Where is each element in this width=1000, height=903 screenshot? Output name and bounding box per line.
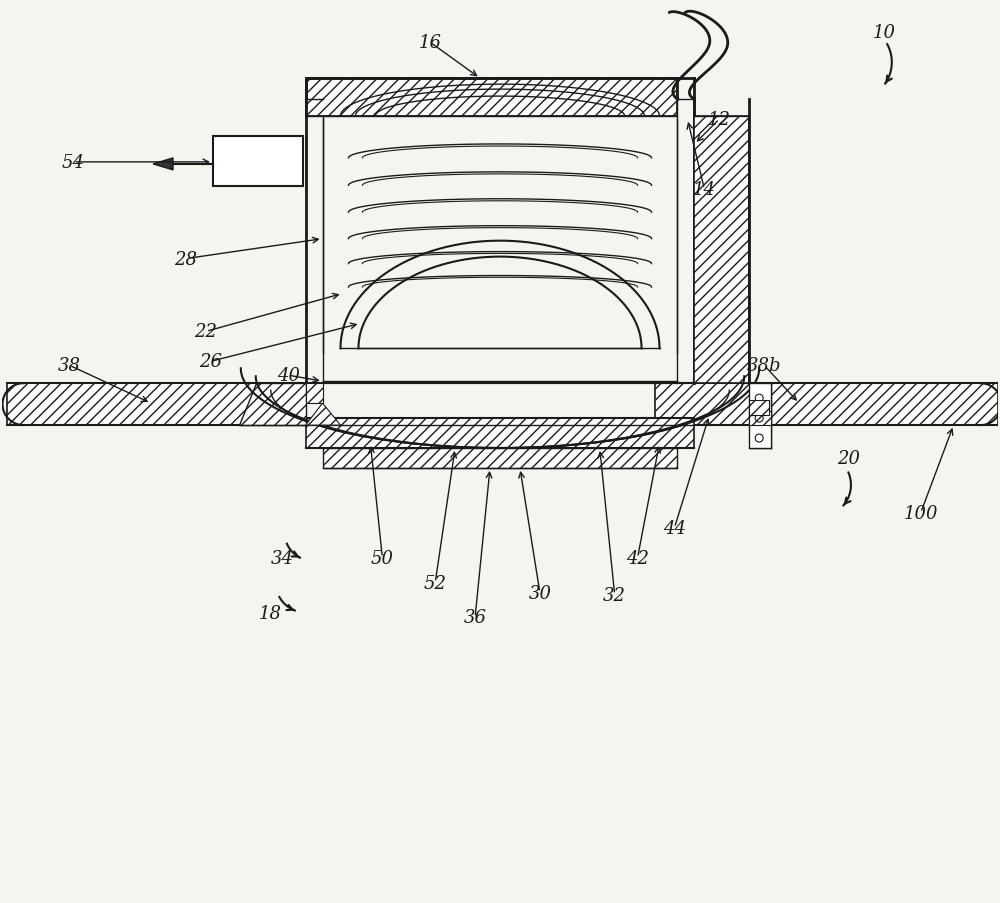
Text: 20: 20 — [837, 450, 860, 468]
Bar — [655, 384, 998, 425]
Bar — [749, 401, 769, 415]
Text: 100: 100 — [903, 504, 938, 522]
Bar — [306, 384, 323, 404]
Text: 52: 52 — [424, 574, 447, 592]
Text: 38b: 38b — [747, 357, 781, 375]
Polygon shape — [306, 404, 340, 425]
Bar — [306, 79, 677, 116]
Bar — [306, 419, 694, 449]
Text: 26: 26 — [199, 353, 222, 371]
Text: 54: 54 — [62, 154, 85, 172]
Text: 14: 14 — [693, 181, 716, 199]
Text: 16: 16 — [419, 34, 442, 52]
Text: 28: 28 — [174, 250, 197, 268]
Text: 44: 44 — [663, 519, 686, 537]
Text: 12: 12 — [708, 111, 731, 129]
Bar — [694, 116, 749, 384]
Bar — [7, 384, 306, 425]
Text: 50: 50 — [371, 549, 394, 567]
Bar — [323, 449, 677, 469]
Text: 18: 18 — [259, 604, 282, 622]
Bar — [213, 137, 303, 187]
Bar — [749, 384, 771, 449]
Text: 36: 36 — [464, 609, 487, 627]
Text: 42: 42 — [626, 549, 649, 567]
Text: 40: 40 — [277, 367, 300, 385]
Text: 22: 22 — [194, 323, 217, 341]
Polygon shape — [239, 384, 306, 425]
Text: 10: 10 — [872, 24, 895, 42]
Bar — [749, 412, 771, 425]
Text: 34: 34 — [271, 549, 294, 567]
Polygon shape — [153, 159, 173, 171]
Text: 32: 32 — [603, 586, 626, 604]
Text: 38: 38 — [58, 357, 81, 375]
Text: 30: 30 — [528, 584, 551, 602]
